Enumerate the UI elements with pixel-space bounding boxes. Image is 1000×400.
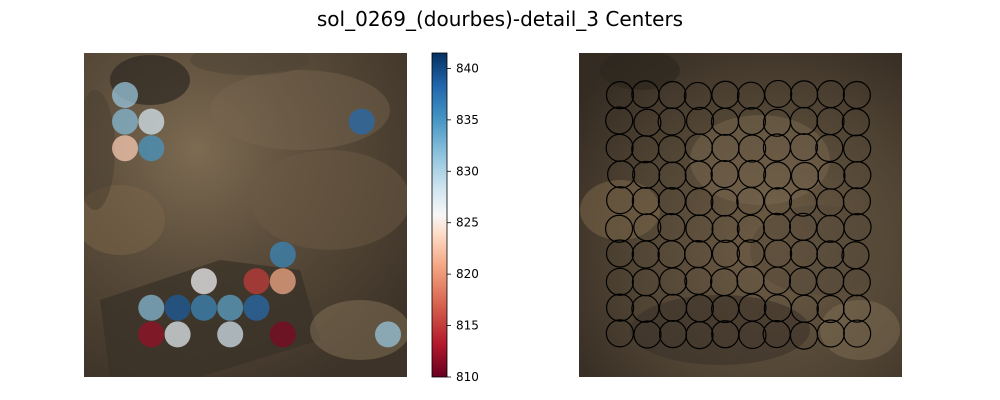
grid-circle-28: [815, 133, 844, 163]
colorbar: 810 815 820 825 830 835 840: [431, 52, 479, 384]
colorbar-tick-label-4: 830: [456, 164, 479, 178]
colorbar-tick-label-0: 810: [456, 370, 479, 384]
center-point-15: [138, 321, 165, 348]
center-point-16: [164, 321, 191, 348]
center-point-17: [217, 321, 244, 348]
grid-circle-80: [605, 293, 635, 322]
grid-circle-36: [763, 161, 792, 190]
colorbar-gradient: [431, 52, 448, 378]
grid-circle-72: [659, 267, 688, 296]
center-point-0: [112, 82, 138, 108]
left-centers: [112, 82, 401, 348]
grid-circle-70: [605, 267, 634, 296]
center-point-11: [164, 294, 191, 321]
grid-circle-90: [605, 319, 634, 348]
grid-circle-76: [762, 266, 792, 295]
right-panel: [579, 53, 902, 377]
colorbar-ticks: 810 815 820 825 830 835 840: [447, 61, 479, 384]
grid-circle-59: [843, 213, 872, 242]
grid-circle-64: [711, 239, 741, 268]
grid-circle-98: [816, 319, 845, 348]
grid-circle-32: [658, 161, 687, 190]
center-point-7: [190, 268, 217, 295]
colorbar-tick-label-2: 820: [456, 267, 479, 281]
center-point-18: [269, 321, 296, 348]
center-point-19: [375, 321, 401, 348]
grid-circle-91: [633, 320, 662, 349]
center-point-9: [269, 268, 296, 295]
colorbar-tick-label-5: 835: [456, 113, 479, 127]
center-point-8: [243, 268, 270, 295]
center-point-1: [112, 108, 138, 135]
grid-circle-49: [842, 187, 872, 216]
center-point-5: [348, 108, 375, 135]
grid-circle-61: [631, 240, 660, 269]
center-point-6: [269, 241, 296, 268]
grid-circle-12: [657, 107, 686, 136]
center-point-4: [138, 135, 165, 162]
grid-circle-53: [685, 214, 714, 243]
grid-circle-50: [604, 214, 634, 243]
grid-circle-99: [843, 319, 872, 348]
grid-circle-40: [606, 186, 635, 215]
center-point-2: [138, 108, 165, 135]
grid-circle-39: [843, 161, 872, 190]
grid-circle-3: [683, 81, 712, 111]
left-rock-image: [84, 53, 407, 377]
center-point-14: [243, 294, 270, 321]
grid-circle-93: [685, 321, 714, 350]
grid-circle-30: [607, 160, 636, 189]
right-centers: [604, 79, 872, 350]
center-point-10: [138, 294, 165, 321]
grid-circle-55: [736, 214, 765, 243]
grid-circle-45: [736, 186, 765, 216]
colorbar-tick-label-1: 815: [456, 319, 479, 333]
grid-circle-6: [764, 79, 793, 109]
colorbar-tick-label-6: 840: [456, 61, 479, 75]
center-point-3: [112, 135, 138, 162]
center-point-12: [190, 294, 217, 321]
grid-circle-95: [738, 320, 767, 350]
colorbar-tick-label-3: 825: [456, 216, 479, 230]
grid-circle-81: [631, 294, 660, 323]
grid-circle-25: [738, 134, 767, 163]
center-point-13: [217, 294, 244, 321]
grid-circle-54: [711, 214, 740, 244]
grid-circle-60: [605, 239, 635, 268]
grid-circle-27: [789, 133, 819, 162]
grid-circle-19: [841, 108, 870, 137]
grid-circle-31: [632, 160, 661, 189]
left-panel: [84, 53, 407, 377]
chart-title: sol_0269_(dourbes)-detail_3 Centers: [317, 7, 683, 31]
grid-circle-89: [842, 294, 872, 323]
grid-circle-46: [763, 187, 793, 216]
grid-circle-0: [605, 81, 635, 110]
